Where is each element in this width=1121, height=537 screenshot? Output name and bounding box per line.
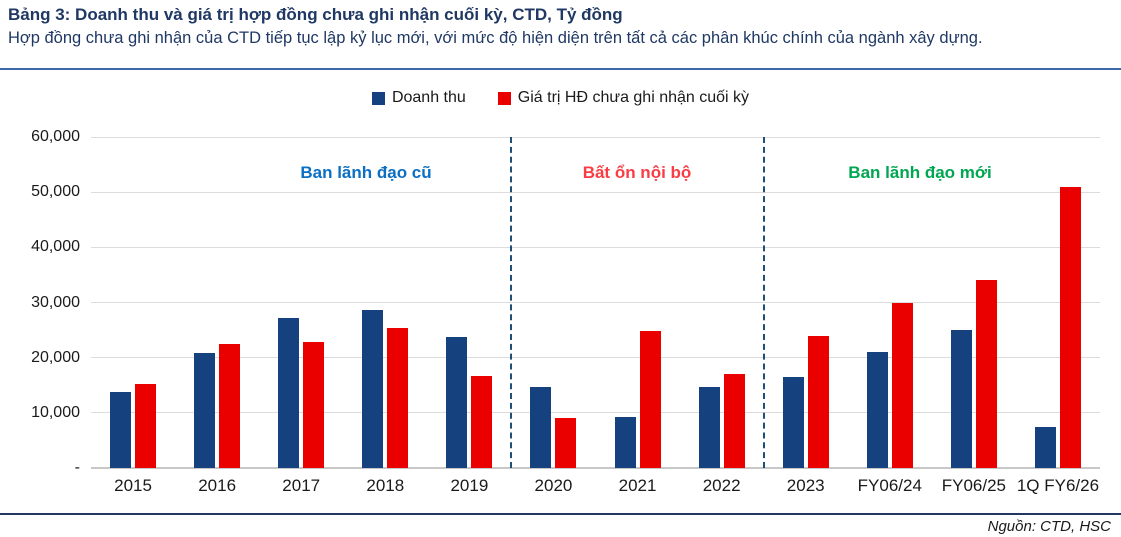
- x-axis-label-2021: 2021: [618, 476, 657, 495]
- gridline: [91, 191, 1100, 193]
- bar-doanh-thu-2023: [782, 376, 804, 468]
- bar-gi-tr-h-ch-a-ghi-nh-n-cu-i-k-2018: [387, 327, 409, 468]
- bar-gi-tr-h-ch-a-ghi-nh-n-cu-i-k-1q-fy6-26: [1059, 186, 1081, 468]
- bar-doanh-thu-2022: [698, 386, 720, 468]
- bar-doanh-thu-2015: [110, 392, 132, 468]
- x-axis-label-2015: 2015: [114, 476, 152, 495]
- legend-swatch-doanh-thu: [371, 91, 385, 105]
- x-axis-label-fy06-25: FY06/25: [941, 476, 1007, 495]
- bar-gi-tr-h-ch-a-ghi-nh-n-cu-i-k-2023: [807, 335, 829, 468]
- legend-label: Doanh thu: [391, 89, 466, 106]
- x-axis-label-2017: 2017: [282, 476, 321, 495]
- bar-gi-tr-h-ch-a-ghi-nh-n-cu-i-k-2016: [219, 344, 241, 468]
- legend-item-gi-tr-h-ch-a-ghi-nh-n-cu-i-k: Giá trị HĐ chưa ghi nhận cuối kỳ: [497, 89, 750, 107]
- source-note: Nguồn: CTD, HSC: [987, 518, 1111, 535]
- bar-gi-tr-h-ch-a-ghi-nh-n-cu-i-k-2021: [639, 330, 661, 468]
- y-axis-label: -: [74, 459, 80, 476]
- bar-doanh-thu-2021: [614, 416, 636, 468]
- bar-doanh-thu-fy06-25: [950, 330, 972, 468]
- bar-gi-tr-h-ch-a-ghi-nh-n-cu-i-k-fy06-24: [891, 302, 913, 468]
- bar-gi-tr-h-ch-a-ghi-nh-n-cu-i-k-2017: [303, 342, 325, 468]
- bar-gi-tr-h-ch-a-ghi-nh-n-cu-i-k-2020: [555, 418, 577, 468]
- y-axis-label: 50,000: [31, 183, 80, 201]
- gridline: [91, 246, 1100, 248]
- y-axis-label: 30,000: [31, 293, 80, 311]
- x-axis-label-fy06-24: FY06/24: [857, 476, 922, 495]
- header-divider: [0, 68, 1121, 70]
- gridline: [91, 357, 1100, 359]
- bar-gi-tr-h-ch-a-ghi-nh-n-cu-i-k-2015: [135, 384, 157, 468]
- legend-swatch-gi-tr-h-ch-a-ghi-nh-n-cu-i-k: [497, 91, 511, 105]
- gridline: [91, 412, 1100, 414]
- legend-item-doanh-thu: Doanh thu: [371, 89, 466, 107]
- x-axis-label-2023: 2023: [786, 476, 825, 495]
- section-annotation-b-t-n-n-i-b: Bất ổn nội bộ: [582, 163, 692, 182]
- x-axis-label-2020: 2020: [534, 476, 573, 495]
- bar-doanh-thu-2020: [530, 386, 552, 468]
- gridline: [91, 136, 1100, 138]
- section-annotation-ban-l-nh-o-c: Ban lãnh đạo cũ: [300, 163, 432, 182]
- x-axis-label-2022: 2022: [702, 476, 741, 495]
- bar-doanh-thu-2016: [194, 353, 216, 468]
- bar-doanh-thu-2019: [446, 337, 468, 468]
- y-axis-label: 40,000: [31, 238, 80, 256]
- footer-divider: [0, 513, 1121, 515]
- y-axis-label: 20,000: [31, 348, 80, 366]
- bar-gi-tr-h-ch-a-ghi-nh-n-cu-i-k-2022: [723, 373, 745, 468]
- y-axis-label: 60,000: [31, 128, 80, 145]
- section-annotation-ban-l-nh-o-m-i: Ban lãnh đạo mới: [848, 163, 992, 182]
- section-separator: [510, 137, 513, 468]
- bar-gi-tr-h-ch-a-ghi-nh-n-cu-i-k-fy06-25: [975, 280, 997, 468]
- x-axis-label-1q-fy6-26: 1Q FY6/26: [1016, 476, 1100, 495]
- page-subtitle: Hợp đồng chưa ghi nhận của CTD tiếp tục …: [8, 29, 983, 47]
- x-axis-label-2016: 2016: [198, 476, 237, 495]
- x-axis-baseline: [91, 467, 1100, 469]
- gridline: [91, 302, 1100, 303]
- section-separator: [762, 137, 765, 468]
- bar-doanh-thu-2018: [362, 310, 384, 468]
- legend-label: Giá trị HĐ chưa ghi nhận cuối kỳ: [517, 89, 750, 106]
- y-axis-label: 10,000: [31, 403, 80, 421]
- bar-doanh-thu-1q-fy6-26: [1034, 426, 1056, 468]
- bar-doanh-thu-2017: [278, 317, 300, 468]
- bar-doanh-thu-fy06-24: [866, 352, 888, 468]
- chart-legend: Doanh thu Giá trị HĐ chưa ghi nhận cuối k…: [0, 89, 1121, 107]
- bar-gi-tr-h-ch-a-ghi-nh-n-cu-i-k-2019: [471, 375, 493, 468]
- x-axis-label-2018: 2018: [366, 476, 405, 495]
- page-title: Bảng 3: Doanh thu và giá trị hợp đồng ch…: [8, 5, 623, 24]
- x-axis-label-2019: 2019: [450, 476, 489, 495]
